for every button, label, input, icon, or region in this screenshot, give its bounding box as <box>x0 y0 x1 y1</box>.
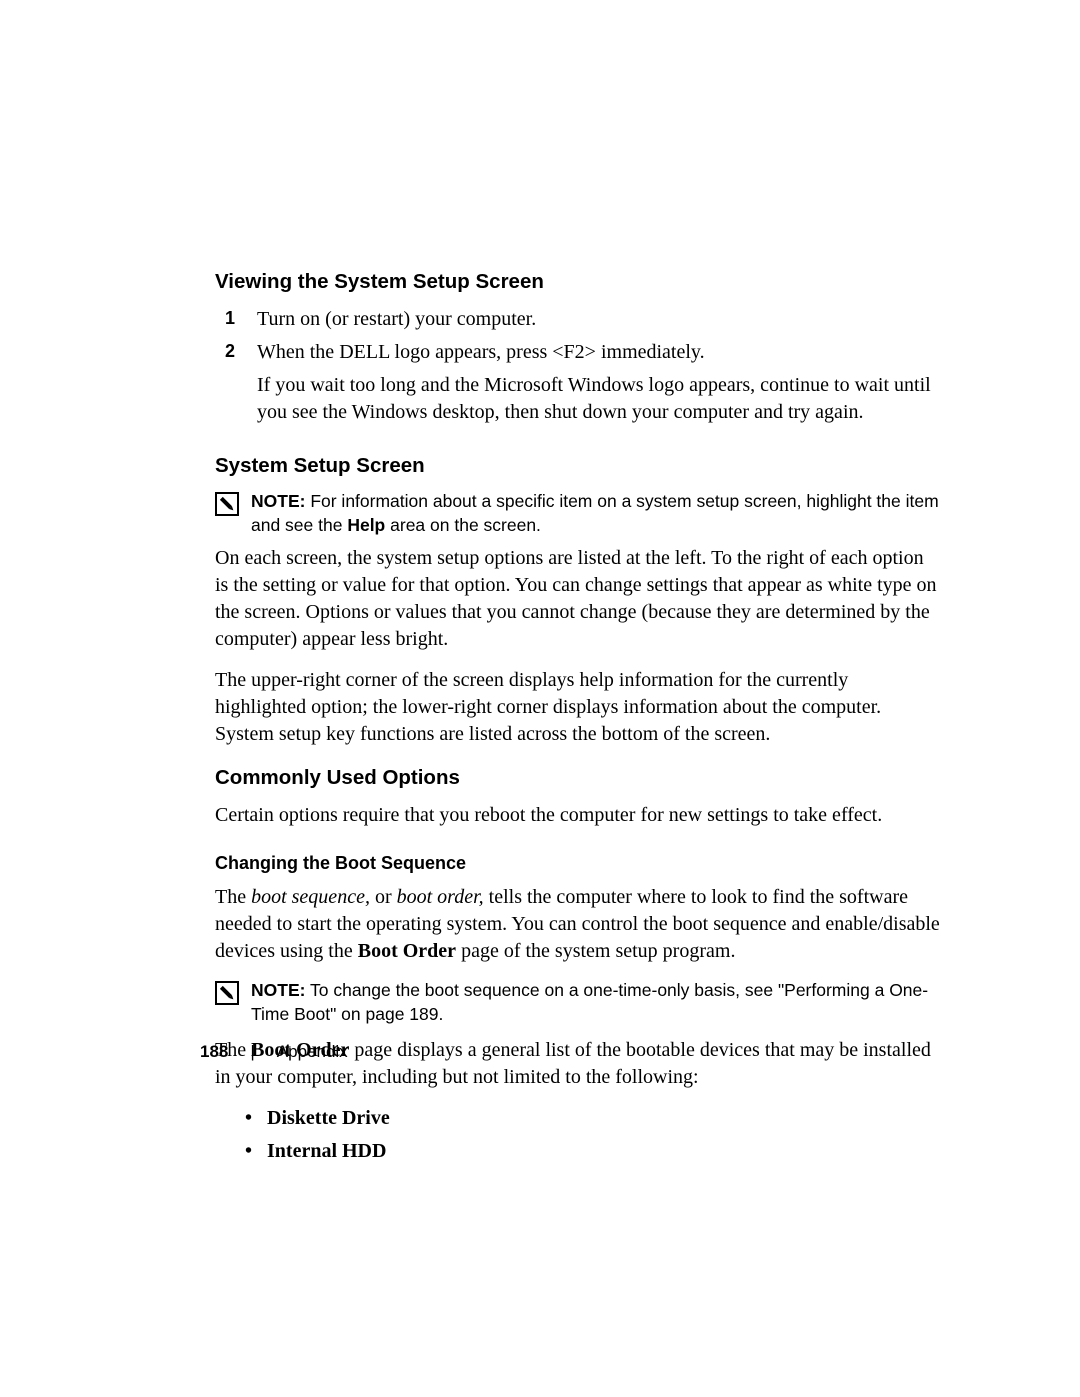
footer-separator: | <box>250 1042 254 1062</box>
setup-paragraph-1: On each screen, the system setup options… <box>215 545 940 653</box>
heading-options: Commonly Used Options <box>215 766 940 790</box>
italic-boot-order: boot order, <box>397 886 484 908</box>
note-help-bold: Help <box>347 515 385 535</box>
bold-boot-order: Boot Order <box>358 940 456 962</box>
list-item: Internal HDD <box>245 1138 940 1171</box>
step-number: 1 <box>225 306 235 330</box>
pencil-note-icon <box>215 981 239 1010</box>
step-item-2: 2 When the DELL logo appears, press <F2>… <box>237 339 940 432</box>
setup-paragraph-2: The upper-right corner of the screen dis… <box>215 667 940 748</box>
note-text: NOTE: For information about a specific i… <box>251 490 940 537</box>
note-block-2: NOTE: To change the boot sequence on a o… <box>215 979 940 1026</box>
italic-boot-sequence: boot sequence, <box>251 886 370 908</box>
footer-section: Appendix <box>277 1042 348 1062</box>
note-block-1: NOTE: For information about a specific i… <box>215 490 940 537</box>
document-page: Viewing the System Setup Screen 1 Turn o… <box>0 0 1080 1397</box>
note-body-2: area on the screen. <box>385 515 541 535</box>
step-item-1: 1 Turn on (or restart) your computer. <box>237 306 940 339</box>
page-number: 188 <box>200 1042 228 1062</box>
step-number: 2 <box>225 339 235 363</box>
note-text: NOTE: To change the boot sequence on a o… <box>251 979 940 1026</box>
pencil-note-icon <box>215 492 239 521</box>
heading-viewing: Viewing the System Setup Screen <box>215 270 940 294</box>
boot-device-list: Diskette Drive Internal HDD <box>245 1105 940 1171</box>
step-text: Turn on (or restart) your computer. <box>257 308 536 330</box>
text-run: or <box>370 886 397 908</box>
note-label: NOTE: <box>251 491 305 511</box>
note-body: To change the boot sequence on a one-tim… <box>251 980 928 1024</box>
text-run: The <box>215 886 251 908</box>
step-continuation: If you wait too long and the Microsoft W… <box>257 372 940 426</box>
page-footer: 188 | Appendix <box>200 1042 348 1062</box>
list-item: Diskette Drive <box>245 1105 940 1138</box>
text-run: page of the system setup program. <box>456 940 735 962</box>
boot-sequence-paragraph: The boot sequence, or boot order, tells … <box>215 884 940 965</box>
options-intro: Certain options require that you reboot … <box>215 802 940 829</box>
subheading-boot-sequence: Changing the Boot Sequence <box>215 853 940 874</box>
note-label: NOTE: <box>251 980 305 1000</box>
numbered-steps: 1 Turn on (or restart) your computer. 2 … <box>237 306 940 432</box>
heading-system-setup: System Setup Screen <box>215 454 940 478</box>
step-text: When the DELL logo appears, press <F2> i… <box>257 341 705 363</box>
